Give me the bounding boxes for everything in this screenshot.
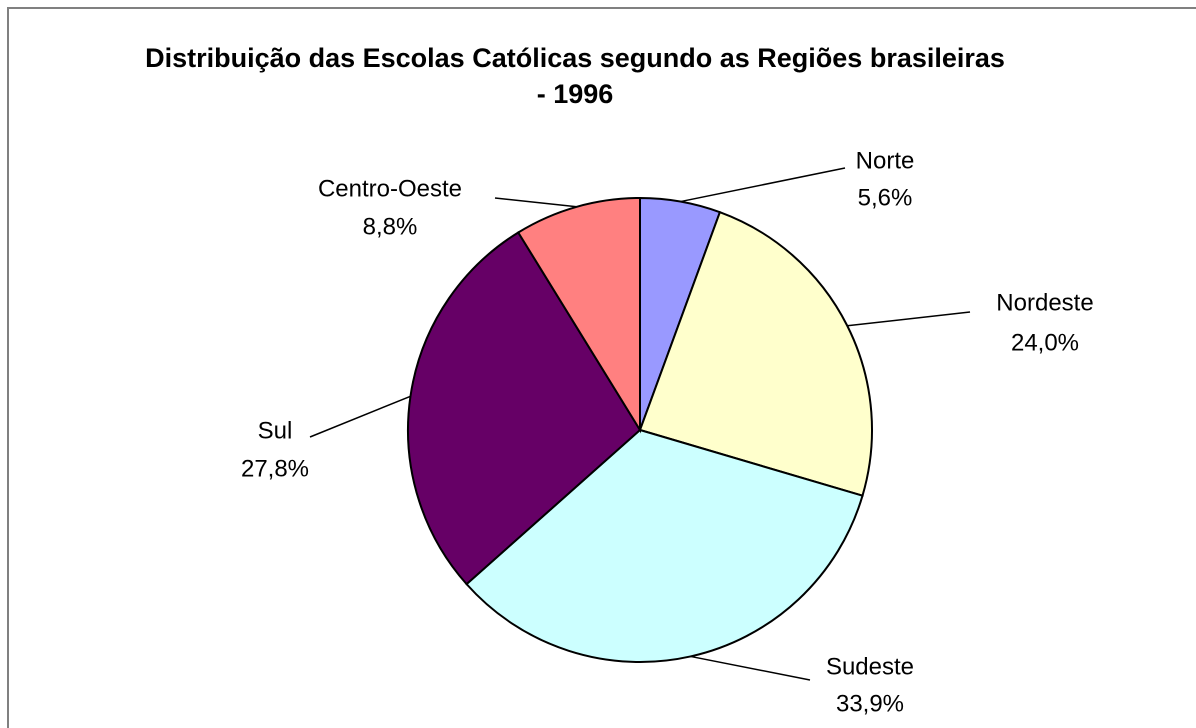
slice-label: Sul xyxy=(258,417,293,444)
leader-line xyxy=(494,197,577,208)
slice-value-label: 5,6% xyxy=(858,184,913,211)
slice-label: Norte xyxy=(856,147,915,174)
leader-line xyxy=(309,395,411,438)
pie-slice xyxy=(465,428,864,663)
slice-label: Sudeste xyxy=(826,653,914,680)
slice-label: Centro-Oeste xyxy=(318,175,462,202)
slice-value-label: 27,8% xyxy=(241,455,309,482)
slice-label: Nordeste xyxy=(996,289,1093,316)
slice-value-label: 24,0% xyxy=(1011,329,1079,356)
pie-slice xyxy=(516,196,641,434)
leader-line xyxy=(847,311,971,327)
slice-value-label: 8,8% xyxy=(363,213,418,240)
chart-title: Distribuição das Escolas Católicas segun… xyxy=(145,43,1005,109)
slice-value-label: 33,9% xyxy=(836,690,904,717)
leader-line xyxy=(680,167,846,203)
leader-line xyxy=(690,655,811,681)
